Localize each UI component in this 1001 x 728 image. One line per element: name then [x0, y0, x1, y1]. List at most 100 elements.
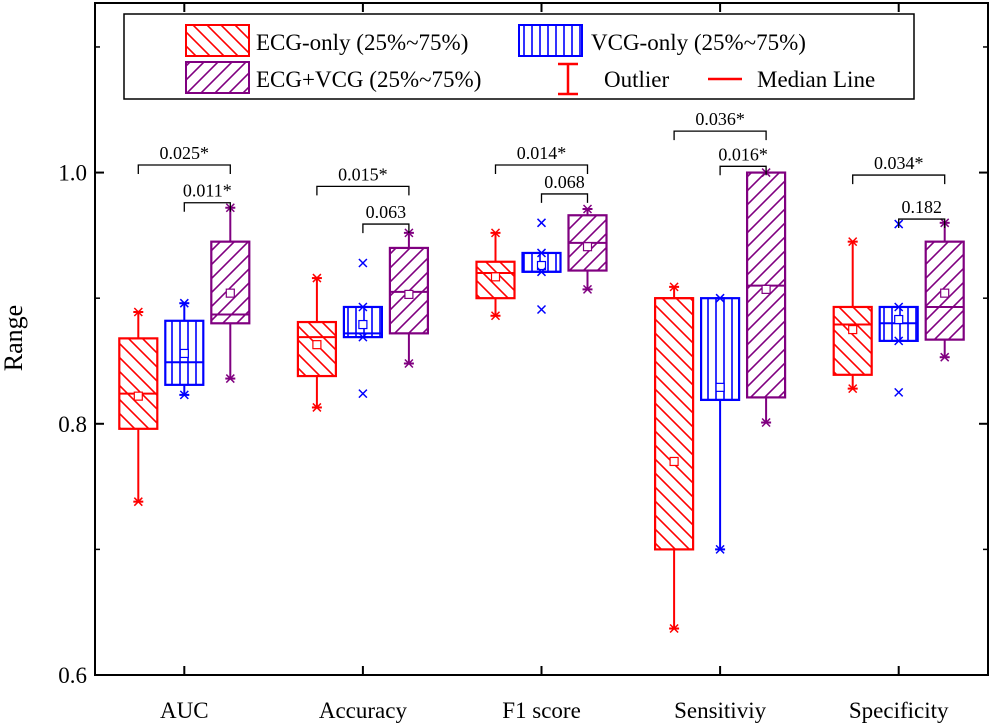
box-ecg-only-f1-score	[475, 228, 516, 321]
p-value-label: 0.034*	[874, 153, 924, 173]
x-tick-label-specificity: Specificity	[849, 698, 949, 723]
legend-item-ecg-only: ECG-only (25%~75%)	[185, 24, 468, 57]
p-value-label: 0.068	[544, 172, 585, 192]
mean-marker	[669, 456, 679, 467]
box-ecg-vcg-specificity	[924, 218, 965, 362]
significance-bracket: 0.016*	[718, 144, 768, 176]
x-tick-label-sensitiviy: Sensitiviy	[674, 698, 767, 723]
y-axis-label: Range	[0, 305, 28, 371]
mean-marker	[179, 348, 189, 359]
x-tick-label-f1-score: F1 score	[502, 698, 581, 723]
bracket-line	[719, 165, 767, 176]
x-tick-label-auc: AUC	[160, 698, 209, 723]
box-ecg-only-sensitiviy	[653, 282, 695, 634]
extreme-marker	[894, 336, 904, 346]
outlier-marker	[358, 389, 368, 399]
extreme-marker	[715, 293, 725, 303]
extreme-marker	[179, 298, 189, 308]
legend-label-ecg-only: ECG-only (25%~75%)	[256, 30, 468, 55]
mean-marker	[894, 314, 904, 325]
bracket-line	[183, 202, 231, 212]
significance-bracket: 0.015*	[316, 164, 410, 196]
bracket-line	[852, 174, 946, 185]
mean-marker	[133, 391, 143, 401]
y-axis: 0.6 0.8 1.0	[58, 46, 988, 688]
legend-label-median-line: Median Line	[757, 67, 875, 92]
significance-bracket: 0.036*	[673, 109, 767, 141]
y-tick-label: 1.0	[58, 161, 87, 186]
legend-swatch-ecg-only	[185, 24, 250, 57]
extreme-marker	[179, 390, 189, 400]
extreme-marker	[894, 302, 904, 312]
legend-item-median-line: Median Line	[708, 67, 875, 92]
mean-marker	[225, 288, 235, 298]
bracket-line	[362, 223, 410, 234]
extreme-marker	[312, 402, 322, 412]
legend-label-vcg-only: VCG-only (25%~75%)	[591, 30, 806, 55]
extreme-marker	[582, 204, 593, 214]
x-tick-label-accuracy: Accuracy	[319, 698, 408, 723]
bracket-line	[540, 193, 589, 203]
outlier-marker	[536, 304, 547, 315]
legend-label-ecg-vcg: ECG+VCG (25%~75%)	[256, 67, 481, 92]
bracket-line	[137, 164, 231, 175]
significance-bracket: 0.014*	[494, 143, 589, 175]
significance-bracket: 0.182	[898, 197, 946, 229]
legend-label-outlier: Outlier	[604, 67, 669, 92]
outlier-marker	[894, 387, 904, 397]
box-ecg-only-specificity	[832, 237, 873, 394]
box-ecg-vcg-auc	[210, 203, 251, 384]
significance-brackets: 0.025* 0.011* 0.015* 0.063 0.014* 0.068 0.036*…	[137, 109, 946, 234]
extreme-marker	[669, 623, 679, 634]
box-ecg-vcg-f1-score	[567, 204, 608, 294]
p-value-label: 0.182	[901, 197, 942, 217]
p-value-label: 0.063	[366, 202, 407, 222]
outlier-icon	[558, 62, 578, 96]
extreme-marker	[940, 352, 950, 362]
mean-marker	[536, 260, 547, 271]
extreme-marker	[582, 284, 593, 294]
mean-marker	[848, 324, 858, 335]
legend-item-outlier: Outlier	[558, 62, 669, 96]
significance-bracket: 0.034*	[852, 153, 946, 185]
legend-item-ecg-vcg: ECG+VCG (25%~75%)	[185, 61, 481, 94]
extreme-marker	[225, 374, 235, 384]
bracket-line	[316, 185, 410, 196]
mean-marker	[761, 284, 771, 294]
mean-marker	[312, 340, 322, 350]
mean-marker	[358, 319, 368, 330]
extreme-marker	[312, 273, 322, 283]
bracket-line	[673, 130, 767, 141]
extreme-marker	[133, 497, 143, 507]
y-tick-label: 0.6	[58, 663, 87, 688]
box-vcg-only-auc	[164, 298, 205, 400]
legend-item-vcg-only: VCG-only (25%~75%)	[518, 24, 806, 57]
extreme-marker	[358, 302, 368, 312]
significance-bracket: 0.011*	[183, 181, 232, 212]
legend-swatch-ecg-vcg	[185, 61, 250, 94]
extreme-marker	[848, 237, 858, 247]
extreme-marker	[715, 544, 725, 554]
legend-swatch-vcg-only	[518, 24, 583, 57]
box-ecg-vcg-sensitiviy	[745, 168, 787, 428]
p-value-label: 0.015*	[338, 164, 388, 184]
box-ecg-vcg-accuracy	[388, 228, 429, 369]
p-value-label: 0.025*	[160, 143, 210, 163]
x-axis: AUC Accuracy F1 score Sensitiviy Specificity	[160, 3, 949, 723]
iqr-box	[653, 297, 695, 551]
mean-marker	[582, 242, 593, 252]
extreme-marker	[536, 267, 547, 277]
mean-marker	[940, 288, 950, 298]
extreme-marker	[669, 282, 679, 292]
p-value-label: 0.036*	[695, 109, 745, 129]
outlier-marker	[536, 218, 547, 228]
p-value-label: 0.014*	[517, 143, 567, 163]
iqr-box	[118, 337, 159, 430]
box-vcg-only-specificity	[878, 219, 919, 397]
box-ecg-only-accuracy	[296, 273, 337, 412]
extreme-marker	[848, 384, 858, 394]
bracket-line	[494, 164, 589, 175]
box-vcg-only-f1-score	[521, 218, 562, 315]
outlier-marker	[358, 258, 368, 268]
